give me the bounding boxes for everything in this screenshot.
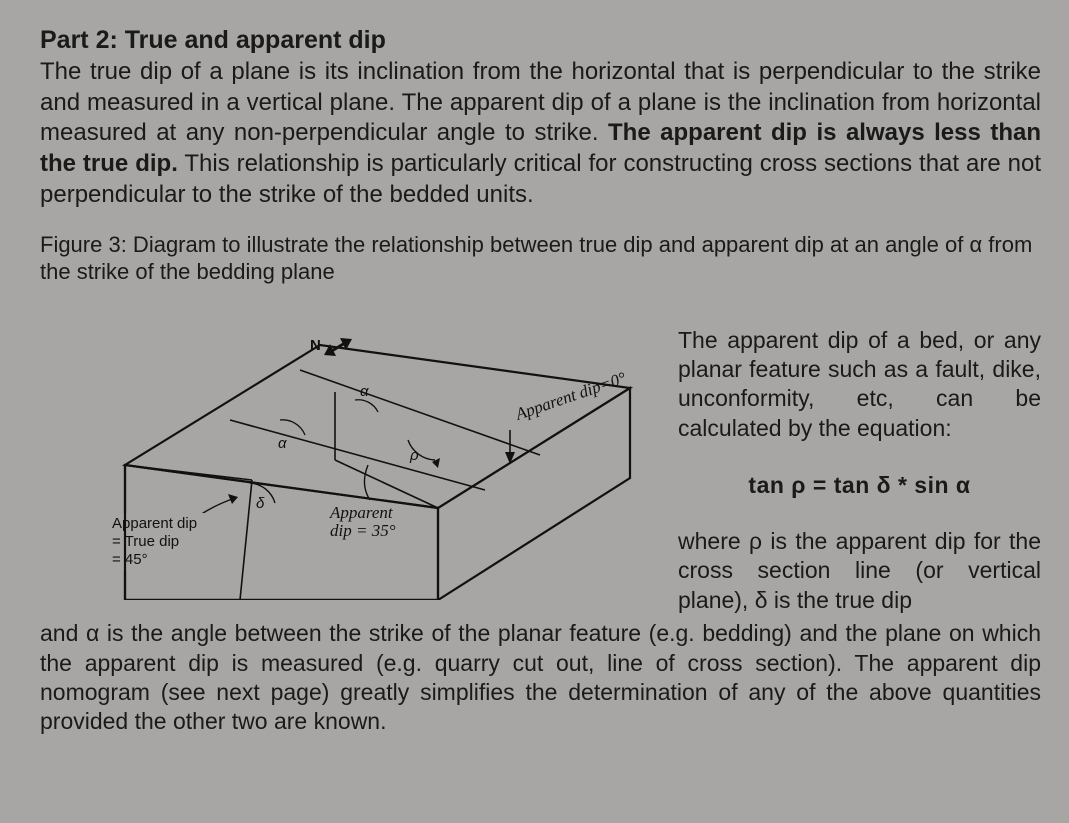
alpha-arc-2 — [355, 399, 378, 411]
equation: tan ρ = tan δ * sin α — [678, 471, 1041, 500]
north-arrow: N — [310, 337, 352, 356]
figure-row: N δ α α ρ Appa — [40, 300, 1041, 616]
p1-part-b: This relationship is particularly critic… — [40, 150, 1041, 208]
figure-side-text: The apparent dip of a bed, or any planar… — [678, 300, 1041, 616]
side-intro: The apparent dip of a bed, or any planar… — [678, 326, 1041, 444]
apparent-35-label-2: dip = 35° — [330, 521, 396, 540]
apparent-dip-0-arrow — [505, 430, 515, 464]
true-dip-l2: = True dip — [112, 533, 179, 550]
true-dip-l3: = 45° — [112, 551, 148, 568]
figure-svg-container: N δ α α ρ Appa — [40, 300, 660, 600]
apparent-dip-0-label: Apparent dip=0° — [512, 368, 628, 424]
rho-label: ρ — [409, 447, 419, 464]
alpha-arc-1 — [280, 419, 305, 434]
paragraph-1: The true dip of a plane is its inclinati… — [40, 57, 1041, 211]
cut-line-top — [230, 420, 485, 490]
front-hinge — [125, 465, 252, 480]
front-dip-line — [240, 480, 252, 600]
alpha-label-2: α — [360, 383, 369, 400]
delta-label: δ — [256, 495, 265, 512]
side-where: where ρ is the apparent dip for the cros… — [678, 527, 1041, 615]
true-dip-text-box: Apparent dip = True dip = 45° — [110, 513, 238, 571]
section-heading: Part 2: True and apparent dip — [40, 26, 1041, 55]
block-right-face — [438, 388, 630, 600]
apparent-35-label-1: Apparent — [329, 503, 394, 522]
strike-line-top — [300, 370, 540, 455]
continuation-paragraph: and α is the angle between the strike of… — [40, 619, 1041, 737]
block-top-face — [125, 345, 630, 508]
true-dip-box-leader — [200, 494, 238, 515]
dip-block-diagram: N δ α α ρ Appa — [40, 300, 660, 600]
north-label: N — [310, 337, 321, 354]
alpha-label-1: α — [278, 435, 287, 452]
apparent-35-leader — [364, 465, 370, 500]
figure-caption: Figure 3: Diagram to illustrate the rela… — [40, 231, 1041, 286]
